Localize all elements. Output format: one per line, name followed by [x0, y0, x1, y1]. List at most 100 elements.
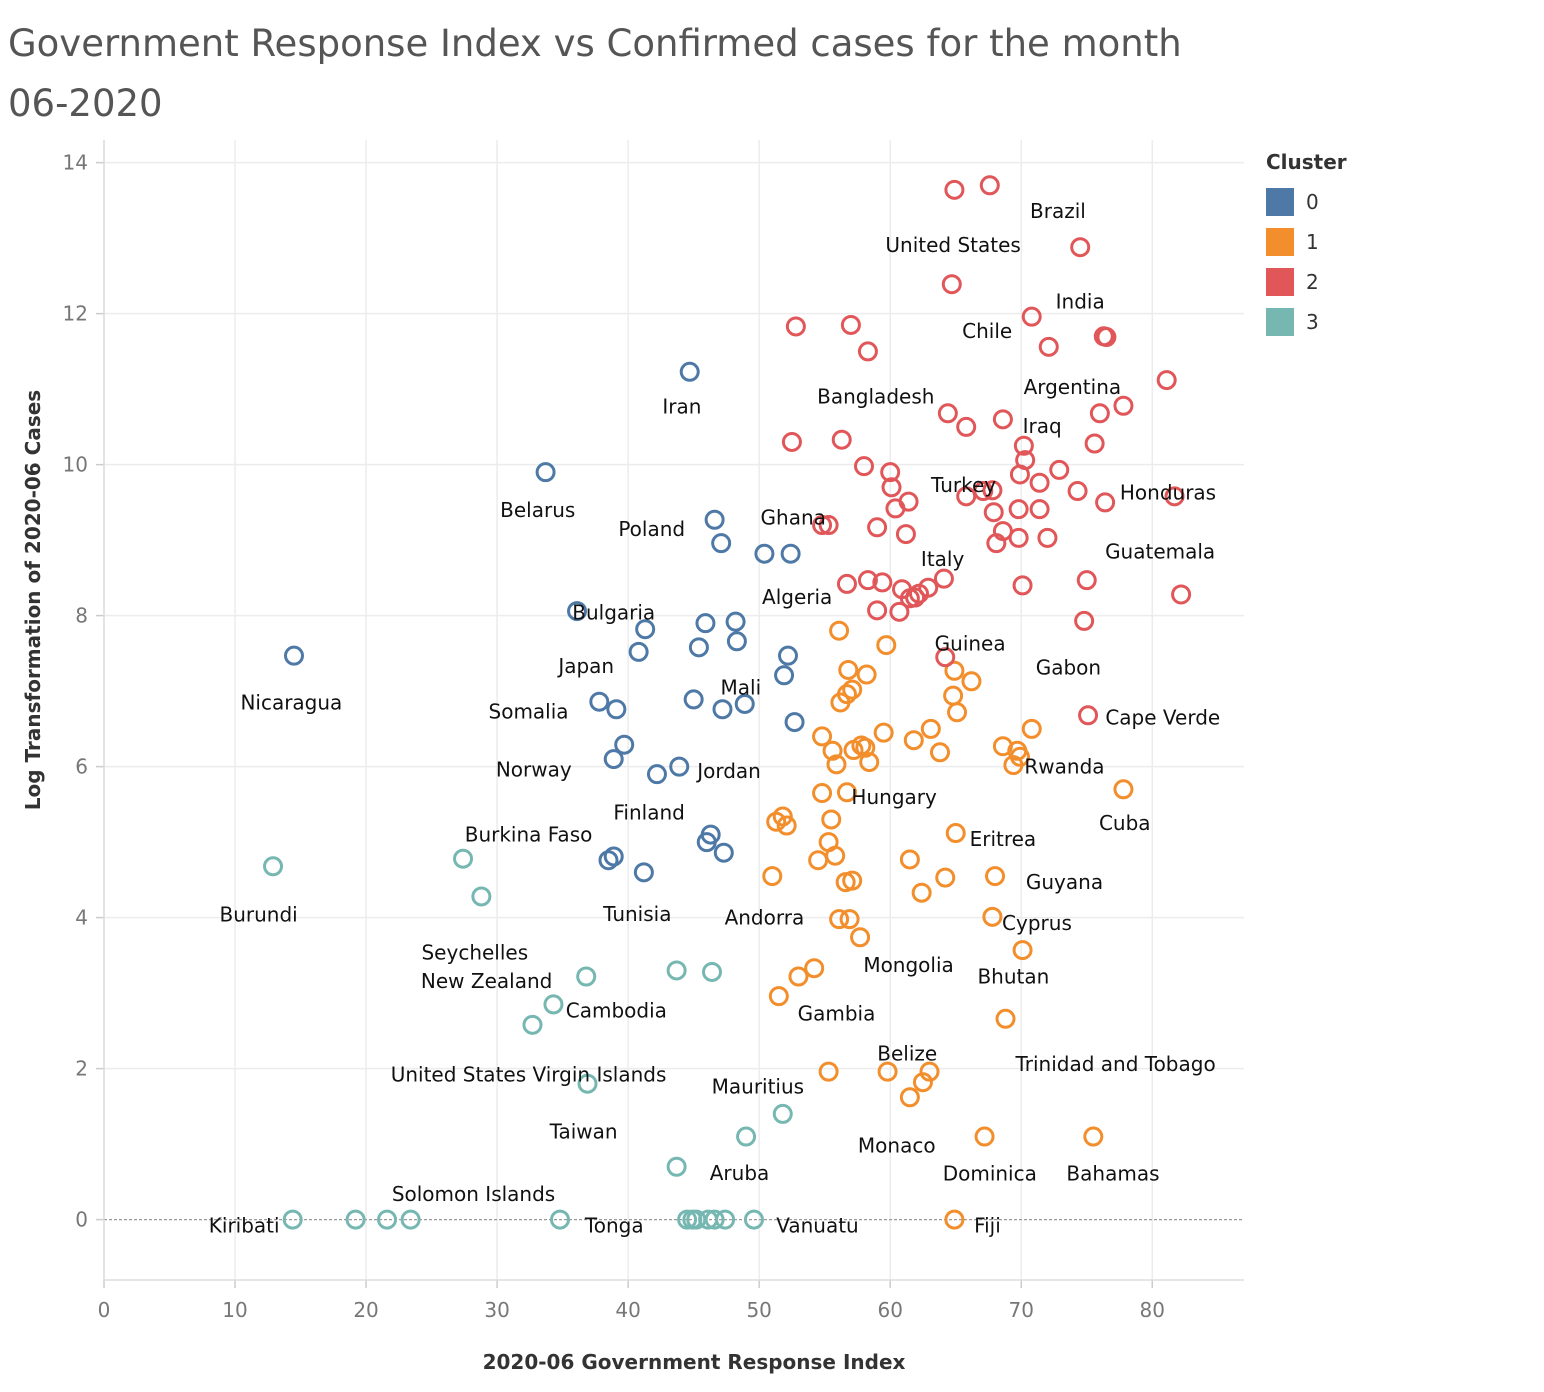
data-point-cluster-1[interactable] — [1113, 779, 1134, 800]
data-point-cluster-1[interactable] — [944, 660, 965, 681]
data-point-cluster-2[interactable] — [840, 314, 861, 335]
data-point-cluster-0[interactable] — [696, 832, 717, 853]
data-point-cluster-0[interactable] — [679, 361, 700, 382]
data-point-cluster-0[interactable] — [688, 637, 709, 658]
data-point-cluster-1[interactable] — [1003, 755, 1024, 776]
data-point-cluster-1[interactable] — [945, 823, 966, 844]
data-point-cluster-2[interactable] — [895, 524, 916, 545]
data-point-cluster-1[interactable] — [839, 909, 860, 930]
data-point-cluster-2[interactable] — [1171, 584, 1192, 605]
data-point-cluster-3[interactable] — [543, 994, 564, 1015]
data-point-cluster-2[interactable] — [1008, 527, 1029, 548]
data-point-cluster-1[interactable] — [911, 882, 932, 903]
data-point-cluster-0[interactable] — [603, 846, 624, 867]
data-point-cluster-2[interactable] — [909, 583, 930, 604]
data-point-cluster-1[interactable] — [912, 1072, 933, 1093]
data-point-cluster-2[interactable] — [982, 480, 1003, 501]
data-point-cluster-1[interactable] — [1083, 1126, 1104, 1147]
data-point-cluster-1[interactable] — [842, 679, 863, 700]
data-point-cluster-3[interactable] — [522, 1014, 543, 1035]
data-point-cluster-3[interactable] — [576, 966, 597, 987]
data-point-cluster-2[interactable] — [1009, 464, 1030, 485]
data-point-cluster-2[interactable] — [854, 456, 874, 477]
data-point-cluster-2[interactable] — [867, 600, 888, 621]
data-point-cluster-2[interactable] — [944, 179, 965, 200]
data-point-cluster-0[interactable] — [589, 691, 610, 712]
data-point-cluster-1[interactable] — [877, 1061, 898, 1082]
data-point-cluster-1[interactable] — [873, 722, 894, 743]
data-point-cluster-2[interactable] — [1067, 481, 1088, 502]
data-point-cluster-1[interactable] — [836, 782, 857, 803]
data-point-cluster-2[interactable] — [986, 533, 1007, 554]
data-point-cluster-0[interactable] — [606, 699, 627, 720]
data-point-cluster-2[interactable] — [941, 274, 962, 295]
data-point-cluster-2[interactable] — [1021, 306, 1042, 327]
data-point-cluster-3[interactable] — [772, 1103, 793, 1124]
data-point-cluster-0[interactable] — [633, 862, 654, 883]
data-point-cluster-2[interactable] — [1012, 575, 1033, 596]
data-point-cluster-0[interactable] — [567, 601, 588, 622]
data-point-cluster-1[interactable] — [944, 1209, 965, 1230]
data-point-cluster-2[interactable] — [880, 462, 901, 483]
data-point-cluster-2[interactable] — [785, 316, 806, 337]
data-point-cluster-1[interactable] — [818, 1061, 839, 1082]
data-point-cluster-0[interactable] — [774, 665, 795, 686]
data-point-cluster-2[interactable] — [1013, 435, 1034, 456]
data-point-cluster-0[interactable] — [726, 631, 747, 652]
data-point-cluster-1[interactable] — [903, 730, 924, 751]
data-point-cluster-2[interactable] — [956, 486, 977, 507]
data-point-cluster-1[interactable] — [982, 906, 1003, 927]
data-point-cluster-2[interactable] — [867, 517, 888, 538]
data-point-cluster-1[interactable] — [812, 783, 833, 804]
data-point-cluster-2[interactable] — [1113, 395, 1134, 416]
data-point-cluster-2[interactable] — [881, 477, 902, 498]
data-point-cluster-0[interactable] — [711, 533, 732, 554]
data-point-cluster-1[interactable] — [1012, 940, 1033, 961]
data-point-cluster-1[interactable] — [842, 870, 863, 891]
data-point-cluster-2[interactable] — [857, 341, 878, 362]
data-point-cluster-2[interactable] — [979, 175, 1000, 196]
data-point-cluster-2[interactable] — [1164, 486, 1185, 507]
data-point-cluster-3[interactable] — [550, 1209, 570, 1230]
data-point-cluster-2[interactable] — [1037, 527, 1058, 548]
data-point-cluster-2[interactable] — [812, 515, 833, 536]
data-point-cluster-0[interactable] — [712, 699, 733, 720]
data-point-cluster-2[interactable] — [983, 502, 1004, 523]
data-point-cluster-2[interactable] — [857, 570, 878, 591]
data-point-cluster-2[interactable] — [956, 416, 977, 437]
data-point-cluster-1[interactable] — [876, 635, 897, 656]
data-point-cluster-1[interactable] — [826, 754, 847, 775]
data-point-cluster-2[interactable] — [1029, 472, 1050, 493]
data-point-cluster-2[interactable] — [836, 573, 857, 594]
data-point-cluster-0[interactable] — [614, 734, 635, 755]
legend-item-cluster-1[interactable]: 1 — [1266, 222, 1347, 262]
data-point-cluster-2[interactable] — [973, 481, 994, 502]
data-point-cluster-2[interactable] — [935, 647, 956, 668]
data-point-cluster-0[interactable] — [635, 619, 656, 640]
data-point-cluster-2[interactable] — [1095, 492, 1116, 513]
data-point-cluster-2[interactable] — [1049, 459, 1070, 480]
data-point-cluster-1[interactable] — [995, 1008, 1016, 1029]
data-point-cluster-2[interactable] — [781, 431, 802, 452]
data-point-cluster-0[interactable] — [754, 543, 775, 564]
legend-item-cluster-2[interactable]: 2 — [1266, 262, 1347, 302]
data-point-cluster-1[interactable] — [825, 845, 846, 866]
data-point-cluster-0[interactable] — [695, 613, 716, 634]
data-point-cluster-3[interactable] — [577, 1073, 598, 1094]
data-point-cluster-2[interactable] — [937, 403, 958, 424]
data-point-cluster-1[interactable] — [808, 850, 829, 871]
data-point-cluster-1[interactable] — [821, 809, 842, 830]
data-point-cluster-3[interactable] — [702, 961, 722, 982]
data-point-cluster-0[interactable] — [628, 641, 649, 662]
data-point-cluster-1[interactable] — [830, 692, 851, 713]
data-point-cluster-3[interactable] — [715, 1209, 736, 1230]
data-point-cluster-0[interactable] — [646, 764, 667, 785]
data-point-cluster-0[interactable] — [784, 712, 805, 733]
data-point-cluster-2[interactable] — [1156, 370, 1177, 391]
data-point-cluster-2[interactable] — [885, 498, 906, 519]
data-point-cluster-2[interactable] — [1089, 403, 1110, 424]
data-point-cluster-0[interactable] — [683, 689, 704, 710]
data-point-cluster-3[interactable] — [263, 856, 284, 877]
data-point-cluster-1[interactable] — [935, 867, 956, 888]
data-point-cluster-1[interactable] — [961, 671, 982, 692]
